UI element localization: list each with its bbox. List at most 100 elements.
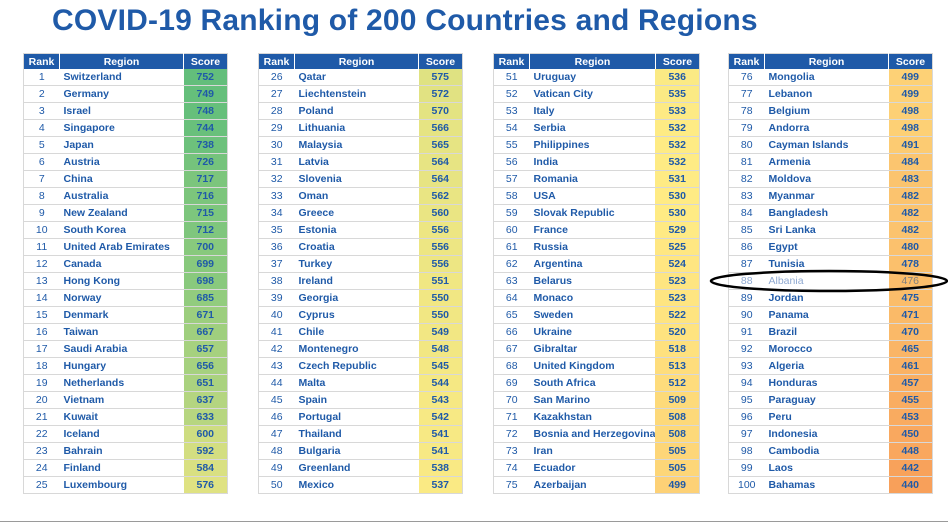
region-cell: Greenland	[294, 459, 419, 477]
score-cell: 478	[888, 255, 933, 273]
ranking-table-3: Rank Region Score 51 Uruguay 536 52 Vatican Cit…	[493, 53, 700, 494]
region-cell: Norway	[59, 289, 184, 307]
score-cell: 550	[418, 289, 463, 307]
rank-cell: 59	[493, 204, 530, 222]
table-row: 73 Iran 505	[493, 442, 700, 460]
region-cell: Estonia	[294, 221, 419, 239]
score-cell: 461	[888, 357, 933, 375]
region-cell: Turkey	[294, 255, 419, 273]
region-cell: Thailand	[294, 425, 419, 443]
region-cell: Malta	[294, 374, 419, 392]
rank-cell: 83	[728, 187, 765, 205]
score-cell: 637	[183, 391, 228, 409]
score-cell: 523	[655, 272, 700, 290]
table-row: 46 Portugal 542	[258, 408, 463, 426]
region-cell: Lithuania	[294, 119, 419, 137]
rank-cell: 96	[728, 408, 765, 426]
score-cell: 498	[888, 102, 933, 120]
rank-cell: 87	[728, 255, 765, 273]
score-cell: 512	[655, 374, 700, 392]
region-cell: Netherlands	[59, 374, 184, 392]
table-row: 32 Slovenia 564	[258, 170, 463, 188]
table-row: 42 Montenegro 548	[258, 340, 463, 358]
region-cell: Panama	[764, 306, 889, 324]
rank-cell: 21	[23, 408, 60, 426]
region-cell: Bahamas	[764, 476, 889, 494]
table-row: 92 Morocco 465	[728, 340, 933, 358]
score-cell: 529	[655, 221, 700, 239]
region-cell: Egypt	[764, 238, 889, 256]
table-row: 33 Oman 562	[258, 187, 463, 205]
rank-cell: 60	[493, 221, 530, 239]
score-cell: 465	[888, 340, 933, 358]
rank-cell: 81	[728, 153, 765, 171]
rank-cell: 82	[728, 170, 765, 188]
rank-cell: 37	[258, 255, 295, 273]
score-cell: 700	[183, 238, 228, 256]
table-row: 11 United Arab Emirates 700	[23, 238, 228, 256]
region-cell: Switzerland	[59, 69, 184, 86]
ranking-table-1: Rank Region Score 1 Switzerland 752 2 Germany 74…	[23, 53, 228, 494]
score-cell: 533	[655, 102, 700, 120]
score-cell: 538	[418, 459, 463, 477]
region-cell: Spain	[294, 391, 419, 409]
table-row: 61 Russia 525	[493, 238, 700, 256]
score-cell: 575	[418, 69, 463, 86]
region-cell: Andorra	[764, 119, 889, 137]
table-row: 15 Denmark 671	[23, 306, 228, 324]
score-cell: 508	[655, 408, 700, 426]
rank-cell: 46	[258, 408, 295, 426]
table-header-row: Rank Region Score	[493, 53, 700, 69]
rank-cell: 12	[23, 255, 60, 273]
score-cell: 440	[888, 476, 933, 494]
region-cell: Bangladesh	[764, 204, 889, 222]
rank-cell: 78	[728, 102, 765, 120]
score-cell: 535	[655, 85, 700, 103]
rank-cell: 38	[258, 272, 295, 290]
table-row: 29 Lithuania 566	[258, 119, 463, 137]
region-cell: Iceland	[59, 425, 184, 443]
table-row: 41 Chile 549	[258, 323, 463, 341]
region-cell: Armenia	[764, 153, 889, 171]
table-row: 67 Gibraltar 518	[493, 340, 700, 358]
region-cell: Cayman Islands	[764, 136, 889, 154]
rank-cell: 91	[728, 323, 765, 341]
region-cell: Kuwait	[59, 408, 184, 426]
region-cell: Lebanon	[764, 85, 889, 103]
score-cell: 667	[183, 323, 228, 341]
table-row: 76 Mongolia 499	[728, 69, 933, 86]
score-cell: 541	[418, 442, 463, 460]
region-cell: Bosnia and Herzegovina	[529, 425, 656, 443]
region-cell: South Korea	[59, 221, 184, 239]
region-cell: Luxembourg	[59, 476, 184, 494]
table-row: 55 Philippines 532	[493, 136, 700, 154]
table-row: 57 Romania 531	[493, 170, 700, 188]
table-row: 71 Kazakhstan 508	[493, 408, 700, 426]
score-cell: 544	[418, 374, 463, 392]
rank-cell: 34	[258, 204, 295, 222]
table-row: 23 Bahrain 592	[23, 442, 228, 460]
table-row: 48 Bulgaria 541	[258, 442, 463, 460]
region-cell: China	[59, 170, 184, 188]
region-cell: South Africa	[529, 374, 656, 392]
region-cell: Georgia	[294, 289, 419, 307]
rank-cell: 88	[728, 272, 765, 290]
rank-cell: 9	[23, 204, 60, 222]
region-cell: Indonesia	[764, 425, 889, 443]
score-cell: 738	[183, 136, 228, 154]
rank-cell: 8	[23, 187, 60, 205]
table-row: 60 France 529	[493, 221, 700, 239]
table-header-row: Rank Region Score	[728, 53, 933, 69]
score-cell: 576	[183, 476, 228, 494]
table-row: 77 Lebanon 499	[728, 85, 933, 103]
score-cell: 744	[183, 119, 228, 137]
score-cell: 592	[183, 442, 228, 460]
table-row: 39 Georgia 550	[258, 289, 463, 307]
rank-cell: 26	[258, 69, 295, 86]
region-header: Region	[764, 53, 889, 69]
score-cell: 562	[418, 187, 463, 205]
score-cell: 715	[183, 204, 228, 222]
score-cell: 532	[655, 119, 700, 137]
rank-header: Rank	[728, 53, 765, 69]
region-cell: Chile	[294, 323, 419, 341]
